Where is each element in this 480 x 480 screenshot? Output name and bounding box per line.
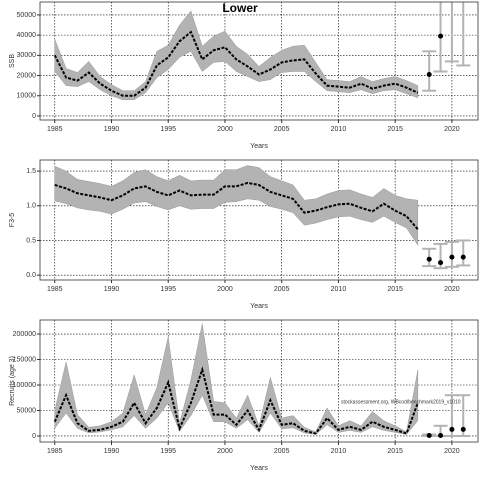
forecast-point	[449, 254, 455, 260]
x-tick-label: 1985	[47, 126, 63, 133]
forecast-point	[426, 432, 432, 438]
plot-area	[40, 320, 478, 442]
confidence-band	[54, 165, 419, 247]
x-tick-label: 2005	[274, 448, 290, 455]
plot-frame	[39, 1, 479, 121]
x-axis-label: Years	[250, 465, 268, 472]
y-axis-label: SSB	[9, 54, 16, 68]
x-tick-label: 2020	[444, 448, 460, 455]
x-axis-label: Years	[250, 143, 268, 150]
plot-area	[40, 160, 478, 280]
forecast-point	[449, 426, 455, 432]
x-tick-label: 1995	[160, 448, 176, 455]
y-tick-label: 0.5	[26, 237, 36, 244]
forecast-point	[426, 256, 432, 262]
forecast-point	[426, 72, 432, 78]
x-tick-label: 1985	[47, 286, 63, 293]
forecast-point	[438, 33, 444, 39]
panel: 1985 1990 1995 2000 2005 2010 2015 2020 0.0 0.5 1.…	[9, 159, 479, 310]
y-tick-label: 50000	[17, 407, 37, 414]
forecast-point	[460, 254, 466, 260]
y-tick-label: 0.0	[26, 272, 36, 279]
annotation: stockassessment.org, WBcod/benchmark2019…	[341, 399, 461, 405]
x-tick-label: 2015	[387, 126, 403, 133]
x-axis-label: Years	[250, 303, 268, 310]
y-tick-label: 100000	[13, 382, 36, 389]
x-tick-label: 2015	[387, 448, 403, 455]
plot-frame	[39, 159, 479, 281]
x-tick-label: 1995	[160, 126, 176, 133]
x-tick-label: 2005	[274, 286, 290, 293]
x-tick-label: 2010	[331, 126, 347, 133]
y-tick-label: 1.0	[26, 203, 36, 210]
plot-frame	[39, 319, 479, 443]
estimate-line	[54, 181, 419, 231]
chart-title: Lower	[222, 1, 258, 15]
forecast-point	[460, 426, 466, 432]
x-tick-label: 1995	[160, 286, 176, 293]
y-tick-label: 1.5	[26, 168, 36, 175]
forecast-point	[438, 432, 444, 438]
plot-area	[40, 2, 478, 120]
y-tick-label: 150000	[13, 356, 36, 363]
estimate-line	[53, 366, 419, 435]
y-tick-label: 0	[32, 433, 36, 440]
x-tick-label: 2005	[274, 126, 290, 133]
x-tick-label: 2000	[217, 126, 233, 133]
y-axis-label: F3-5	[9, 213, 16, 228]
x-tick-label: 2010	[331, 448, 347, 455]
x-tick-label: 1990	[104, 448, 120, 455]
y-tick-label: 200000	[13, 331, 36, 338]
estimate-line	[53, 30, 419, 97]
x-tick-label: 1990	[104, 286, 120, 293]
y-tick-label: 50000	[17, 12, 37, 19]
y-tick-label: 0	[32, 113, 36, 120]
x-tick-label: 1990	[104, 126, 120, 133]
y-axis-label: Recruits (age 3)	[9, 356, 16, 406]
x-tick-label: 2000	[217, 286, 233, 293]
forecast-point	[438, 260, 444, 266]
y-tick-label: 30000	[17, 52, 37, 59]
y-tick-label: 10000	[17, 93, 37, 100]
x-tick-label: 2010	[331, 286, 347, 293]
panel: 1985 1990 1995 2000 2005 2010 2015 2020 0 50000 10…	[9, 319, 479, 472]
x-tick-label: 2020	[444, 126, 460, 133]
confidence-band	[54, 10, 419, 101]
panel: 1985 1990 1995 2000 2005 2010 2015 2020 0 10000 20…	[9, 1, 479, 150]
y-tick-label: 40000	[17, 32, 37, 39]
y-tick-label: 20000	[17, 72, 37, 79]
x-tick-label: 2015	[387, 286, 403, 293]
x-tick-label: 1985	[47, 448, 63, 455]
confidence-band	[54, 323, 419, 435]
x-tick-label: 2020	[444, 286, 460, 293]
x-tick-label: 2000	[217, 448, 233, 455]
